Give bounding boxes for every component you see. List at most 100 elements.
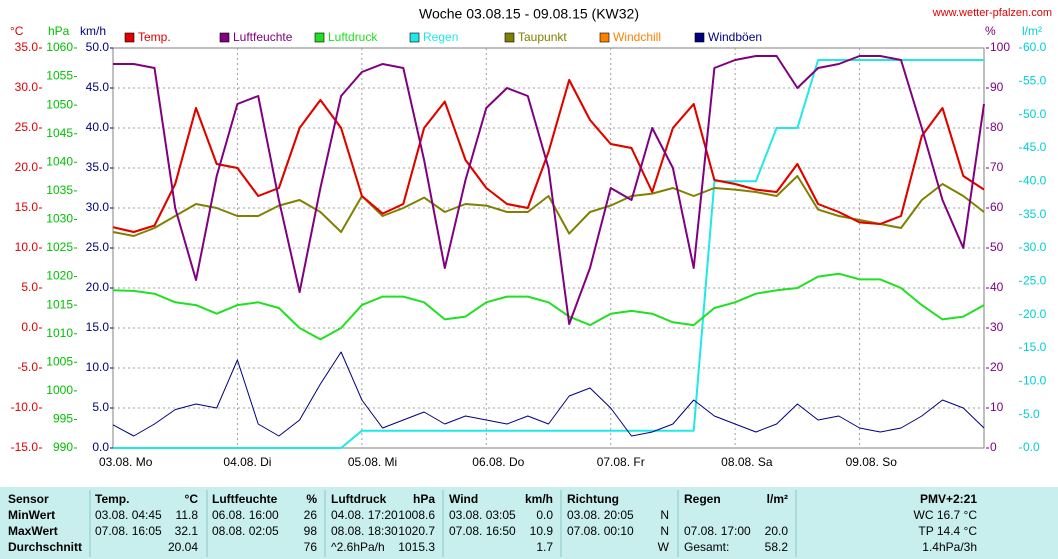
table-cell: 1015.3: [398, 540, 435, 554]
source: www.wetter-pfalzen.com: [932, 7, 1052, 19]
table-cell: TP 14.4 °C: [918, 524, 977, 538]
table-cell: 04.08. 17:20: [331, 508, 398, 522]
y-tick-label: 1040: [46, 154, 73, 168]
table-header: Luftfeuchte: [212, 492, 278, 506]
y-tick-label: 30.0: [86, 200, 110, 214]
stats-panel: [0, 487, 1058, 559]
table-header: km/h: [525, 492, 553, 506]
y-tick-label: 45.0: [1023, 140, 1047, 154]
table-cell: 08.08. 02:05: [212, 524, 279, 538]
table-cell: 1.7: [536, 540, 553, 554]
y-tick-label: 1060: [46, 40, 73, 54]
y-tick-label: 1015: [46, 297, 73, 311]
table-cell: 32.1: [175, 524, 199, 538]
table-cell: 0.0: [536, 508, 553, 522]
y-tick-label: 10: [990, 400, 1004, 414]
y-tick-label: 1005: [46, 354, 73, 368]
table-cell: 08.08. 18:30: [331, 524, 398, 538]
y-tick-label: 90: [990, 80, 1004, 94]
y-tick-label: 30.0: [1023, 240, 1047, 254]
table-header: Richtung: [567, 492, 619, 506]
table-cell: 03.08. 03:05: [449, 508, 516, 522]
axis-unit: hPa: [48, 24, 70, 38]
y-tick-label: 20.0: [86, 280, 110, 294]
table-header: Luftdruck: [331, 492, 387, 506]
axis-unit: %: [985, 24, 996, 38]
table-header: Wind: [449, 492, 478, 506]
legend-swatch: [694, 32, 705, 43]
table-cell: 76: [304, 540, 318, 554]
table-cell: Gesamt:: [684, 540, 729, 554]
y-tick-label: 15.0: [1023, 340, 1047, 354]
y-tick-label: 15.0: [15, 200, 39, 214]
y-tick-label: 5.0: [1023, 407, 1040, 421]
y-tick-label: 10.0: [86, 360, 110, 374]
table-cell: 20.04: [168, 540, 198, 554]
table-cell: N: [660, 508, 669, 522]
y-tick-label: 55.0: [1023, 74, 1047, 88]
y-tick-label: 1035: [46, 183, 73, 197]
x-tick-label: 04.08. Di: [223, 455, 271, 469]
table-cell: 07.08. 16:05: [95, 524, 162, 538]
table-header: Sensor: [8, 492, 49, 506]
y-tick-label: 40.0: [1023, 174, 1047, 188]
series-line: [112, 351, 985, 437]
y-tick-label: -15.0: [11, 440, 39, 454]
x-tick-label: 09.08. So: [846, 455, 898, 469]
y-tick-label: 20.0: [1023, 307, 1047, 321]
series-line: [113, 55, 985, 325]
y-tick-label: 60: [990, 200, 1004, 214]
y-tick-label: 40.0: [86, 120, 110, 134]
table-cell: ^2.6hPa/h: [331, 540, 385, 554]
series-line: [113, 59, 984, 449]
table-cell: MaxWert: [8, 524, 58, 538]
legend-label: Luftfeuchte: [233, 30, 293, 44]
table-header: Temp.: [95, 492, 129, 506]
table-header: hPa: [413, 492, 435, 506]
x-tick-label: 06.08. Do: [472, 455, 524, 469]
table-cell: 1020.7: [398, 524, 435, 538]
table-cell: 03.08. 04:45: [95, 508, 162, 522]
x-tick-label: 03.08. Mo: [99, 455, 153, 469]
y-tick-label: 35.0: [15, 40, 39, 54]
table-cell: MinWert: [8, 508, 55, 522]
legend-label: Temp.: [138, 30, 171, 44]
table-cell: Durchschnitt: [8, 540, 82, 554]
legend-label: Windböen: [708, 30, 762, 44]
y-tick-label: 995: [53, 412, 73, 426]
y-tick-label: 45.0: [86, 80, 110, 94]
legend-label: Regen: [423, 30, 458, 44]
table-cell: 06.08. 16:00: [212, 508, 279, 522]
table-cell: 98: [304, 524, 318, 538]
y-tick-label: 15.0: [86, 320, 110, 334]
table-header: °C: [185, 492, 199, 506]
legend-swatch: [599, 32, 610, 43]
y-tick-label: -10.0: [11, 400, 39, 414]
y-tick-label: 0.0: [21, 320, 38, 334]
table-cell: N: [660, 524, 669, 538]
y-tick-label: 5.0: [21, 280, 38, 294]
table-cell: WC 16.7 °C: [914, 508, 978, 522]
table-cell: 03.08. 20:05: [567, 508, 634, 522]
y-tick-label: 100: [990, 40, 1010, 54]
axis-unit: km/h: [80, 24, 106, 38]
table-header: Regen: [684, 492, 721, 506]
y-tick-label: 35.0: [86, 160, 110, 174]
series-line: [112, 272, 985, 341]
series-line: [112, 175, 985, 237]
table-cell: 26: [304, 508, 318, 522]
y-tick-label: 10.0: [15, 240, 39, 254]
y-tick-label: 60.0: [1023, 40, 1047, 54]
y-tick-label: 1020: [46, 269, 73, 283]
axis-unit: °C: [10, 24, 24, 38]
legend-label: Taupunkt: [518, 30, 567, 44]
legend-swatch: [219, 32, 230, 43]
chart-title: Woche 03.08.15 - 09.08.15 (KW32): [419, 6, 639, 22]
y-tick-label: 40: [990, 280, 1004, 294]
x-tick-label: 05.08. Mi: [348, 455, 397, 469]
y-tick-label: 20: [990, 360, 1004, 374]
table-cell: 58.2: [765, 540, 789, 554]
table-cell: 07.08. 00:10: [567, 524, 634, 538]
y-tick-label: 1010: [46, 326, 73, 340]
